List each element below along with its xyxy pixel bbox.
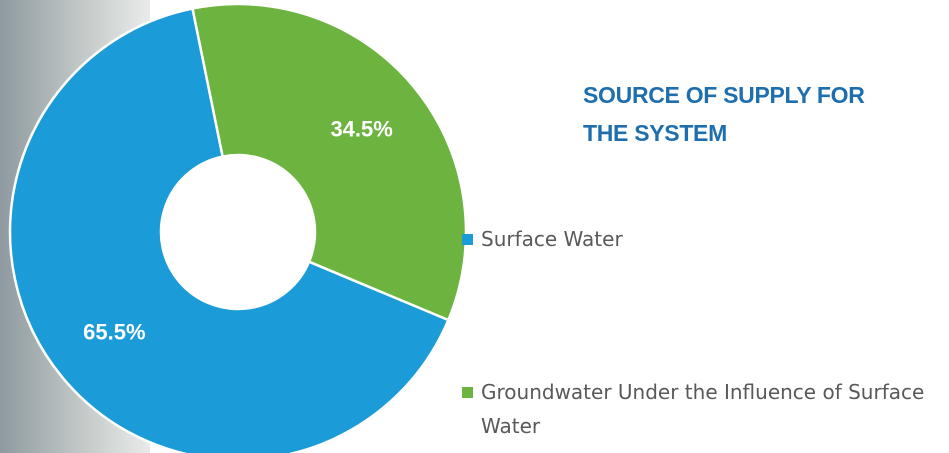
data-label: 65.5% — [83, 319, 145, 344]
legend-swatch — [462, 387, 473, 398]
legend-label: Surface Water — [481, 227, 623, 251]
data-label: 34.5% — [330, 116, 392, 141]
legend-swatch — [462, 234, 473, 245]
legend-item: Groundwater Under the Influence of Surfa… — [462, 375, 941, 443]
legend-label: Groundwater Under the Influence of Surfa… — [481, 380, 925, 438]
slice — [8, 7, 450, 453]
chart-title: SOURCE OF SUPPLY FOR THE SYSTEM — [583, 82, 865, 146]
legend-item: Surface Water — [462, 222, 941, 256]
